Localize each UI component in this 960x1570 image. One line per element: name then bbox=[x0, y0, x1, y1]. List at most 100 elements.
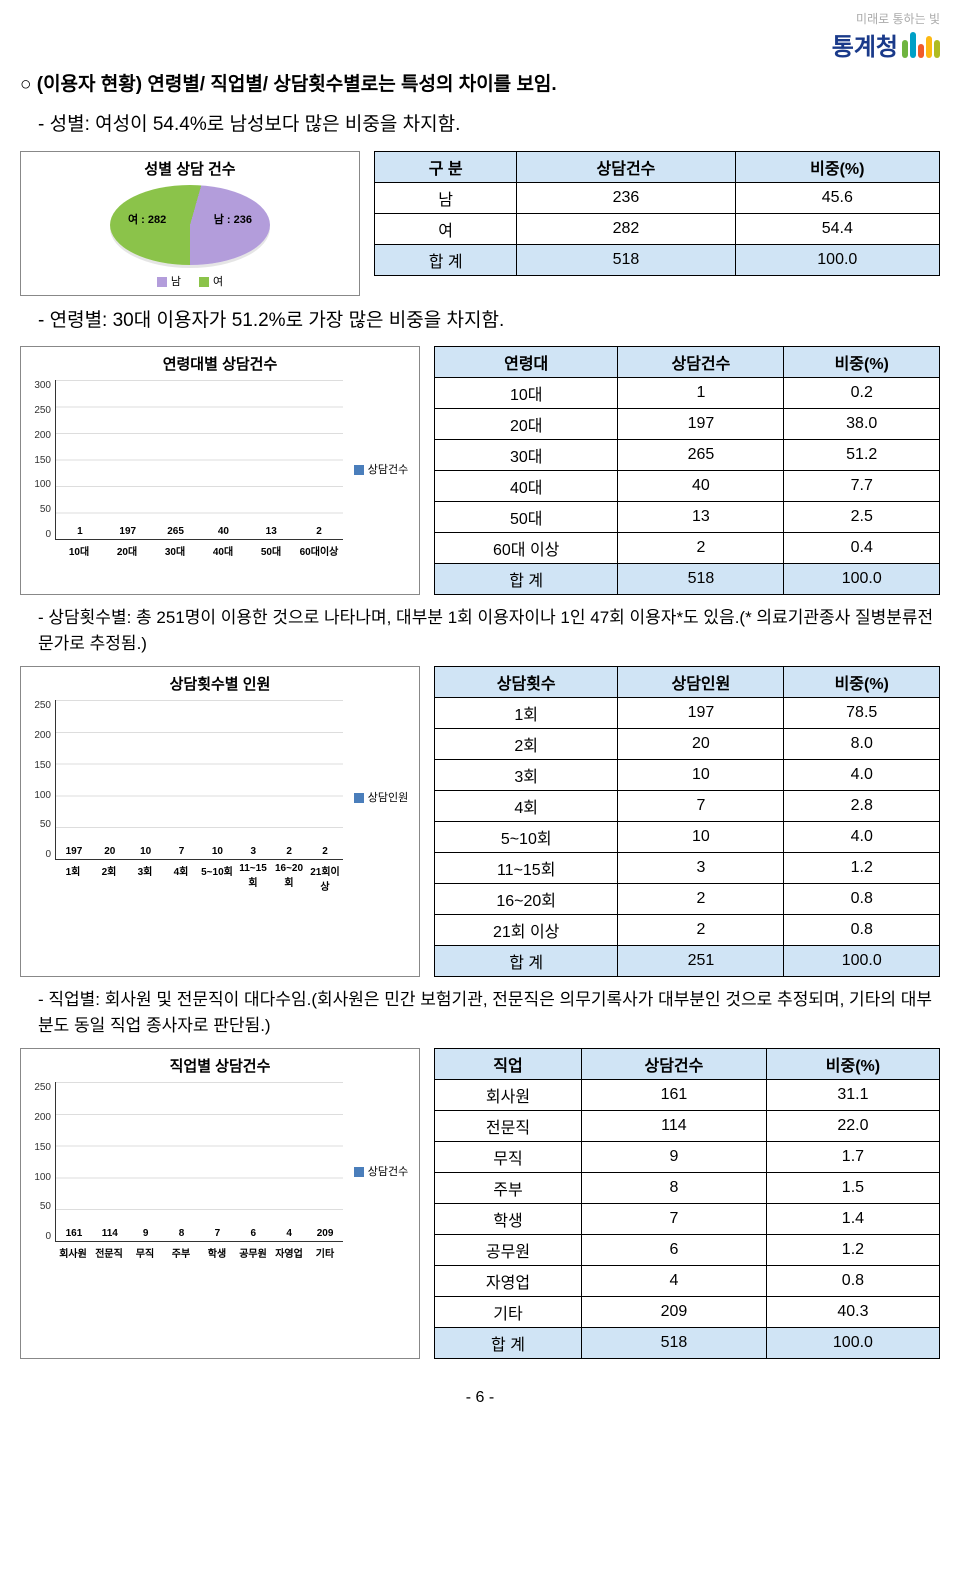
bar-20대: 197 bbox=[104, 526, 152, 539]
table-row: 40대407.7 bbox=[435, 471, 940, 502]
x-label: 60대이상 bbox=[295, 543, 343, 558]
x-label: 1회 bbox=[55, 863, 91, 893]
table-row: 기타20940.3 bbox=[435, 1297, 940, 1328]
table-header: 비중(%) bbox=[766, 1049, 939, 1080]
age-legend: 상담건수 bbox=[343, 380, 413, 558]
gender-table: 구 분상담건수비중(%)남23645.6여28254.4합 계518100.0 bbox=[374, 151, 940, 276]
x-label: 30대 bbox=[151, 543, 199, 558]
job-table-wrap: 직업상담건수비중(%)회사원16131.1전문직11422.0무직91.7주부8… bbox=[434, 1048, 940, 1359]
table-row: 60대 이상20.4 bbox=[435, 533, 940, 564]
table-row: 전문직11422.0 bbox=[435, 1111, 940, 1142]
job-legend: 상담건수 bbox=[343, 1082, 413, 1260]
table-row: 자영업40.8 bbox=[435, 1266, 940, 1297]
count-chart-title: 상담횟수별 인원 bbox=[27, 673, 413, 694]
table-row: 4회72.8 bbox=[435, 791, 940, 822]
table-row: 50대132.5 bbox=[435, 502, 940, 533]
bar-기타: 209 bbox=[307, 1228, 343, 1241]
table-row: 학생71.4 bbox=[435, 1204, 940, 1235]
x-label: 21회이상 bbox=[307, 863, 343, 893]
table-row: 3회104.0 bbox=[435, 760, 940, 791]
bar-4회: 7 bbox=[164, 846, 200, 859]
heading: ○ (이용자 현황) 연령별/ 직업별/ 상담횟수별로는 특성의 차이를 보임. bbox=[20, 70, 940, 100]
bar-무직: 9 bbox=[128, 1228, 164, 1241]
table-row: 무직91.7 bbox=[435, 1142, 940, 1173]
x-label: 3회 bbox=[127, 863, 163, 893]
bar-16~20회: 2 bbox=[271, 846, 307, 859]
table-row: 5~10회104.0 bbox=[435, 822, 940, 853]
table-header: 비중(%) bbox=[784, 347, 940, 378]
table-row: 11~15회31.2 bbox=[435, 853, 940, 884]
x-label: 4회 bbox=[163, 863, 199, 893]
x-label: 50대 bbox=[247, 543, 295, 558]
bar-회사원: 161 bbox=[56, 1228, 92, 1241]
legend-female: 여 bbox=[213, 276, 223, 288]
table-row: 16~20회20.8 bbox=[435, 884, 940, 915]
age-chart: 연령대별 상담건수 050100150200250300119726540132… bbox=[20, 346, 420, 595]
table-header: 상담횟수 bbox=[435, 667, 618, 698]
table-header: 직업 bbox=[435, 1049, 582, 1080]
gender-pie: 여 : 282 남 : 236 bbox=[110, 185, 270, 265]
bar-3회: 10 bbox=[128, 846, 164, 859]
count-table: 상담횟수상담인원비중(%)1회19778.52회208.03회104.04회72… bbox=[434, 666, 940, 977]
age-table-wrap: 연령대상담건수비중(%)10대10.220대19738.030대26551.24… bbox=[434, 346, 940, 595]
x-label: 11~15회 bbox=[235, 863, 271, 893]
table-row: 회사원16131.1 bbox=[435, 1080, 940, 1111]
gender-line: - 성별: 여성이 54.4%로 남성보다 많은 비중을 차지함. bbox=[38, 110, 940, 140]
logo-name-row: 통계청 bbox=[832, 27, 940, 62]
logo: 미래로 통하는 빛 통계청 bbox=[20, 10, 940, 62]
x-label: 20대 bbox=[103, 543, 151, 558]
bar-5~10회: 10 bbox=[200, 846, 236, 859]
x-label: 2회 bbox=[91, 863, 127, 893]
logo-bars-icon bbox=[902, 32, 940, 58]
gender-legend: 남 여 bbox=[157, 273, 223, 289]
count-table-wrap: 상담횟수상담인원비중(%)1회19778.52회208.03회104.04회72… bbox=[434, 666, 940, 977]
table-row: 공무원61.2 bbox=[435, 1235, 940, 1266]
bar-2회: 20 bbox=[92, 846, 128, 859]
count-line: - 상담횟수별: 총 251명이 이용한 것으로 나타나며, 대부분 1회 이용… bbox=[38, 605, 940, 656]
bar-30대: 265 bbox=[152, 526, 200, 539]
bar-전문직: 114 bbox=[92, 1228, 128, 1241]
age-table: 연령대상담건수비중(%)10대10.220대19738.030대26551.24… bbox=[434, 346, 940, 595]
table-row: 10대10.2 bbox=[435, 378, 940, 409]
table-row: 21회 이상20.8 bbox=[435, 915, 940, 946]
x-label: 학생 bbox=[199, 1245, 235, 1260]
table-header: 구 분 bbox=[375, 151, 517, 182]
bar-11~15회: 3 bbox=[235, 846, 271, 859]
table-sum-row: 합 계518100.0 bbox=[375, 244, 940, 275]
legend-male: 남 bbox=[171, 276, 181, 288]
job-chart-title: 직업별 상담건수 bbox=[27, 1055, 413, 1076]
pie-female-label: 여 : 282 bbox=[128, 211, 166, 227]
table-sum-row: 합 계251100.0 bbox=[435, 946, 940, 977]
x-label: 기타 bbox=[307, 1245, 343, 1260]
table-row: 30대26551.2 bbox=[435, 440, 940, 471]
x-label: 40대 bbox=[199, 543, 247, 558]
bar-주부: 8 bbox=[164, 1228, 200, 1241]
table-row: 20대19738.0 bbox=[435, 409, 940, 440]
job-line: - 직업별: 회사원 및 전문직이 대다수임.(회사원은 민간 보험기관, 전문… bbox=[38, 987, 940, 1038]
bar-학생: 7 bbox=[200, 1228, 236, 1241]
bar-50대: 13 bbox=[247, 526, 295, 539]
table-header: 연령대 bbox=[435, 347, 618, 378]
x-label: 자영업 bbox=[271, 1245, 307, 1260]
count-legend: 상담인원 bbox=[343, 700, 413, 893]
x-label: 16~20회 bbox=[271, 863, 307, 893]
logo-tagline: 미래로 통하는 빛 bbox=[20, 10, 940, 27]
table-row: 2회208.0 bbox=[435, 729, 940, 760]
page-number: - 6 - bbox=[20, 1389, 940, 1407]
job-table: 직업상담건수비중(%)회사원16131.1전문직11422.0무직91.7주부8… bbox=[434, 1048, 940, 1359]
table-header: 상담건수 bbox=[618, 347, 784, 378]
table-row: 주부81.5 bbox=[435, 1173, 940, 1204]
table-row: 1회19778.5 bbox=[435, 698, 940, 729]
x-label: 공무원 bbox=[235, 1245, 271, 1260]
x-label: 주부 bbox=[163, 1245, 199, 1260]
table-header: 상담인원 bbox=[618, 667, 784, 698]
age-chart-title: 연령대별 상담건수 bbox=[27, 353, 413, 374]
bar-21회이상: 2 bbox=[307, 846, 343, 859]
job-chart: 직업별 상담건수 05010015020025016111498764209 회… bbox=[20, 1048, 420, 1359]
count-chart: 상담횟수별 인원 0501001502002501972010710322 1회… bbox=[20, 666, 420, 977]
gender-table-wrap: 구 분상담건수비중(%)남23645.6여28254.4합 계518100.0 bbox=[374, 151, 940, 296]
pie-male-label: 남 : 236 bbox=[214, 211, 252, 227]
bar-40대: 40 bbox=[199, 526, 247, 539]
bar-10대: 1 bbox=[56, 526, 104, 539]
gender-chart-title: 성별 상담 건수 bbox=[27, 158, 353, 179]
